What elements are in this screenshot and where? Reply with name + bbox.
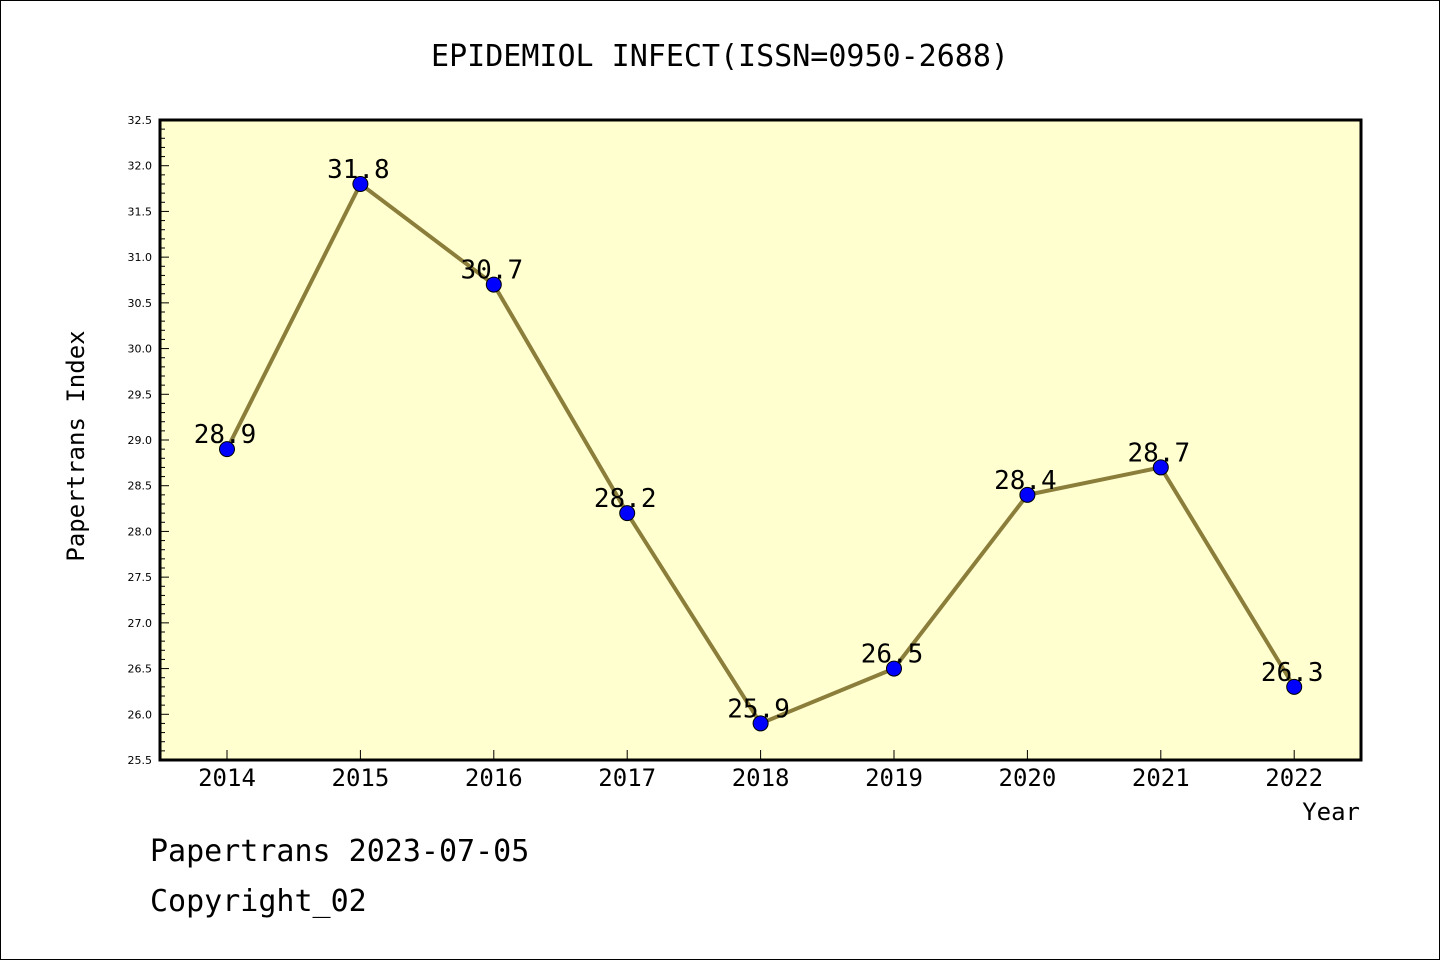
plot-area	[158, 118, 1363, 762]
x-axis-label: Year	[1302, 798, 1360, 826]
x-tick-label: 2021	[1132, 764, 1190, 792]
data-point	[352, 176, 369, 192]
y-tick-label: 25.5	[128, 754, 153, 767]
x-tick-label: 2016	[465, 764, 523, 792]
y-tick-label: 32.0	[128, 160, 153, 173]
data-point	[886, 660, 902, 677]
y-tick-label: 31.0	[128, 251, 153, 264]
data-label: 31.8	[327, 155, 390, 185]
chart-title: EPIDEMIOL INFECT(ISSN=0950-2688)	[431, 39, 1009, 74]
y-tick-label: 29.5	[128, 388, 153, 401]
data-point	[1152, 459, 1169, 476]
x-tick-label: 2015	[332, 764, 390, 792]
data-label: 28.2	[594, 484, 657, 514]
y-axis-label: Papertrans Index	[62, 330, 90, 561]
data-label: 28.4	[994, 466, 1057, 496]
data-label: 30.7	[460, 256, 523, 286]
y-tick-label: 27.5	[128, 571, 153, 584]
data-point	[219, 441, 235, 458]
x-axis-ticks: 2014 2015 2016 2017 2018 2019 2020 2021 2022	[198, 750, 1323, 792]
y-tick-label: 26.5	[128, 663, 153, 676]
data-labels: 28.9 31.8 30.7 28.2 25.9 26.5 28.4 28.7 26.3	[194, 155, 1324, 724]
x-tick-label: 2020	[999, 764, 1057, 792]
data-label: 26.5	[861, 640, 924, 670]
data-point	[1019, 486, 1036, 503]
footer-copyright: Copyright_02	[150, 884, 367, 919]
y-tick-label: 30.5	[128, 297, 153, 310]
y-tick-label: 30.0	[128, 343, 153, 356]
data-point	[485, 276, 502, 293]
data-label: 28.9	[194, 420, 257, 450]
x-tick-label: 2022	[1265, 764, 1323, 792]
data-point	[1286, 678, 1303, 695]
y-axis-ticks: 25.5 26.0 26.5 27.0 27.5 28.0 28.5 29.0 29.5 30.0…	[128, 114, 153, 767]
y-tick-label: 32.5	[128, 114, 153, 127]
data-point	[619, 505, 636, 522]
y-tick-label: 26.0	[128, 708, 153, 721]
footer-date: Papertrans 2023-07-05	[150, 834, 530, 869]
y-tick-label: 31.5	[128, 205, 153, 218]
data-points	[219, 176, 1303, 732]
data-label: 26.3	[1261, 658, 1324, 688]
y-tick-label: 28.0	[128, 525, 153, 538]
x-tick-label: 2017	[598, 764, 656, 792]
y-minor-ticks	[160, 119, 169, 761]
y-tick-label: 29.0	[128, 434, 153, 447]
x-tick-label: 2018	[732, 764, 790, 792]
x-tick-label: 2019	[865, 764, 923, 792]
y-tick-label: 28.5	[128, 480, 153, 493]
data-label: 25.9	[727, 694, 790, 724]
x-tick-label: 2014	[198, 764, 256, 792]
data-point	[752, 715, 769, 732]
data-label: 28.7	[1127, 438, 1190, 468]
y-tick-label: 27.0	[128, 617, 153, 630]
